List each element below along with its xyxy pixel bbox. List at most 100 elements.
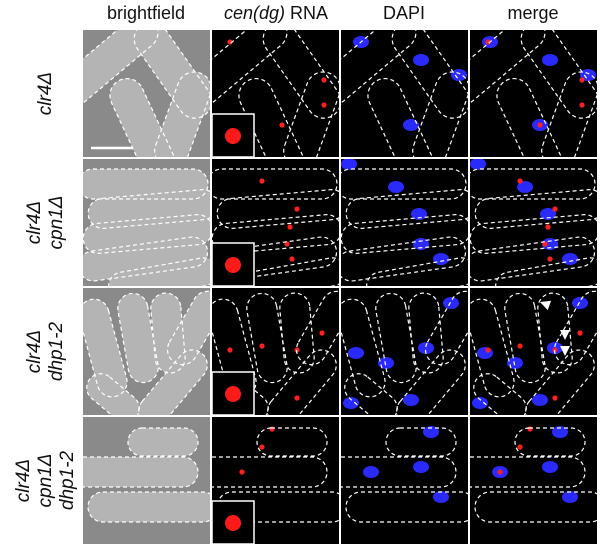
image-panel [83, 159, 210, 286]
image-panel [470, 417, 597, 544]
cell-outline [83, 30, 159, 106]
column-header-plain: RNA [290, 3, 328, 23]
cell-outline [127, 427, 199, 457]
cell-body [83, 457, 198, 487]
cell-outline [391, 30, 468, 119]
column-header-italic: cen(dg) [224, 3, 285, 23]
rna-focus [485, 347, 491, 353]
cell-outline [216, 189, 339, 229]
nucleus [403, 394, 419, 406]
cell-outline [83, 456, 199, 488]
arrowhead [560, 330, 570, 340]
cell-outline [109, 77, 177, 157]
cell-outline [238, 77, 306, 157]
rna-focus [579, 102, 585, 108]
row-label-line: cpn1Δ [35, 454, 56, 508]
cell-body [128, 428, 198, 456]
nucleus [507, 357, 523, 369]
rna-focus [279, 122, 285, 128]
rna-focus [287, 224, 293, 230]
cell-outline [267, 349, 337, 415]
cell-outline [470, 236, 596, 282]
nucleus [562, 253, 578, 265]
cell-outline [212, 168, 338, 200]
image-panel [212, 288, 339, 415]
cell-body [167, 291, 210, 365]
rna-focus [321, 77, 327, 83]
cell-body [117, 293, 159, 383]
image-panel [212, 159, 339, 286]
cell-outline [473, 373, 527, 415]
cell-outline [83, 214, 210, 254]
cell-outline [150, 292, 186, 374]
cell-outline [133, 30, 210, 119]
cell-outline [496, 77, 564, 157]
cell-outline [341, 236, 467, 282]
image-panel [470, 288, 597, 415]
column-header: merge [507, 3, 558, 23]
rna-focus [545, 224, 551, 230]
rna-focus [517, 178, 523, 184]
cell-body [86, 373, 140, 415]
inset-focus [225, 257, 241, 273]
cell-outline [212, 214, 339, 254]
row-label-line: dhp1-2 [46, 321, 67, 381]
rna-focus [517, 343, 523, 349]
nucleus [443, 297, 459, 309]
cell-outline [345, 491, 468, 523]
nucleus [413, 54, 429, 66]
nucleus [423, 426, 439, 438]
nucleus [532, 394, 548, 406]
cell-outline [367, 77, 435, 157]
cell-outline [514, 427, 586, 457]
nucleus [540, 208, 556, 220]
row-label-line: clr4Δ [24, 330, 45, 373]
rna-focus [289, 256, 295, 262]
cell-body [138, 350, 208, 415]
cell-outline [385, 427, 457, 457]
inset-focus [225, 128, 241, 144]
rna-focus [269, 426, 275, 432]
nucleus [413, 461, 429, 473]
cell-outline [344, 373, 398, 415]
cell-outline [520, 30, 597, 119]
row-label: clr4Δdhp1-2 [24, 321, 67, 381]
cell-outline [537, 292, 573, 374]
nucleus [411, 208, 427, 220]
rna-focus [239, 469, 245, 475]
image-panel [341, 159, 468, 286]
image-panel [470, 30, 597, 157]
row-label-line: clr4Δ [13, 459, 34, 502]
column-header: brightfield [107, 3, 185, 23]
nucleus [572, 297, 588, 309]
rna-focus [294, 206, 300, 212]
cell-outline [341, 456, 457, 488]
cell-outline [396, 349, 466, 415]
row-label-line: dhp1-2 [57, 450, 78, 510]
cell-outline [212, 456, 328, 488]
cell-outline [541, 71, 597, 157]
cell-outline [474, 189, 597, 229]
rna-focus [294, 395, 300, 401]
cell-outline [341, 168, 467, 200]
cell-outline [154, 71, 210, 157]
nucleus [517, 181, 533, 193]
rna-focus [227, 347, 233, 353]
rna-focus [259, 178, 265, 184]
nucleus [378, 357, 394, 369]
cell-outline [345, 189, 468, 229]
rna-focus [547, 256, 553, 262]
rna-focus [579, 77, 585, 83]
cell-body [83, 237, 208, 281]
row-label: clr4Δcpn1Δ [24, 196, 67, 250]
arrowhead [560, 346, 570, 356]
image-panel [83, 30, 210, 157]
cell-outline [412, 71, 468, 157]
nucleus [433, 253, 449, 265]
image-panel [341, 30, 468, 157]
cell-body [83, 299, 128, 397]
panel-bg [470, 30, 597, 157]
row-label: clr4Δcpn1Δdhp1-2 [13, 450, 78, 510]
rna-focus [552, 395, 558, 401]
panel-bg [341, 30, 468, 157]
